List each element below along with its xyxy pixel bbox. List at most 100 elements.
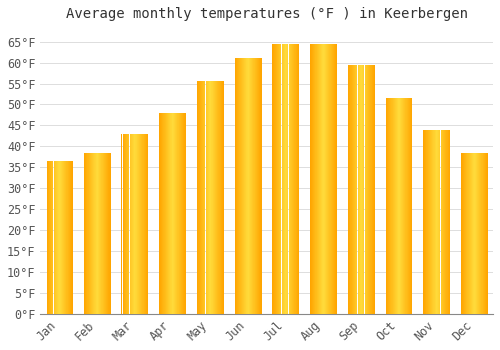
Bar [315, 44, 316, 314]
Bar [333, 44, 334, 314]
Bar [404, 98, 405, 314]
Bar [174, 113, 175, 314]
Bar [481, 153, 482, 314]
Bar [102, 153, 103, 314]
Bar [373, 65, 374, 314]
Bar [92, 153, 93, 314]
Bar [474, 153, 475, 314]
Bar [299, 44, 300, 314]
Bar [435, 130, 436, 314]
Bar [402, 98, 403, 314]
Bar [61, 161, 62, 314]
Bar [132, 134, 134, 314]
Bar [104, 153, 105, 314]
Bar [284, 44, 286, 314]
Bar [479, 153, 480, 314]
Bar [466, 153, 467, 314]
Bar [485, 153, 486, 314]
Bar [442, 130, 443, 314]
Bar [322, 44, 323, 314]
Bar [319, 44, 320, 314]
Bar [365, 65, 366, 314]
Bar [359, 65, 360, 314]
Bar [217, 82, 218, 314]
Bar [461, 153, 462, 314]
Bar [292, 44, 293, 314]
Bar [168, 113, 169, 314]
Bar [430, 130, 431, 314]
Bar [332, 44, 333, 314]
Bar [314, 44, 315, 314]
Bar [310, 44, 311, 314]
Bar [240, 58, 241, 314]
Bar [127, 134, 128, 314]
Bar [201, 82, 202, 314]
Bar [97, 153, 98, 314]
Bar [139, 134, 140, 314]
Bar [254, 58, 255, 314]
Bar [166, 113, 167, 314]
Bar [183, 113, 184, 314]
Bar [103, 153, 104, 314]
Bar [317, 44, 318, 314]
Bar [368, 65, 369, 314]
Bar [364, 65, 365, 314]
Bar [372, 65, 373, 314]
Bar [326, 44, 327, 314]
Bar [93, 153, 94, 314]
Bar [283, 44, 284, 314]
Bar [371, 65, 372, 314]
Bar [327, 44, 328, 314]
Bar [126, 134, 127, 314]
Bar [180, 113, 181, 314]
Bar [468, 153, 469, 314]
Bar [257, 58, 258, 314]
Bar [138, 134, 139, 314]
Bar [161, 113, 162, 314]
Bar [173, 113, 174, 314]
Bar [63, 161, 64, 314]
Bar [258, 58, 259, 314]
Bar [409, 98, 410, 314]
Bar [366, 65, 367, 314]
Bar [318, 44, 319, 314]
Bar [210, 82, 211, 314]
Bar [287, 44, 288, 314]
Bar [367, 65, 368, 314]
Bar [369, 65, 370, 314]
Bar [440, 130, 441, 314]
Bar [358, 65, 359, 314]
Bar [411, 98, 412, 314]
Bar [66, 161, 67, 314]
Bar [251, 58, 252, 314]
Bar [130, 134, 131, 314]
Bar [259, 58, 260, 314]
Bar [131, 134, 132, 314]
Bar [436, 130, 438, 314]
Bar [278, 44, 279, 314]
Bar [401, 98, 402, 314]
Bar [49, 161, 50, 314]
Bar [323, 44, 324, 314]
Bar [320, 44, 321, 314]
Bar [67, 161, 68, 314]
Bar [237, 58, 238, 314]
Bar [463, 153, 464, 314]
Bar [405, 98, 406, 314]
Bar [291, 44, 292, 314]
Bar [51, 161, 52, 314]
Bar [68, 161, 69, 314]
Bar [53, 161, 54, 314]
Bar [350, 65, 351, 314]
Bar [202, 82, 203, 314]
Bar [334, 44, 335, 314]
Bar [65, 161, 66, 314]
Bar [439, 130, 440, 314]
Bar [357, 65, 358, 314]
Bar [354, 65, 355, 314]
Bar [147, 134, 148, 314]
Bar [335, 44, 336, 314]
Bar [84, 153, 85, 314]
Bar [72, 161, 73, 314]
Bar [208, 82, 210, 314]
